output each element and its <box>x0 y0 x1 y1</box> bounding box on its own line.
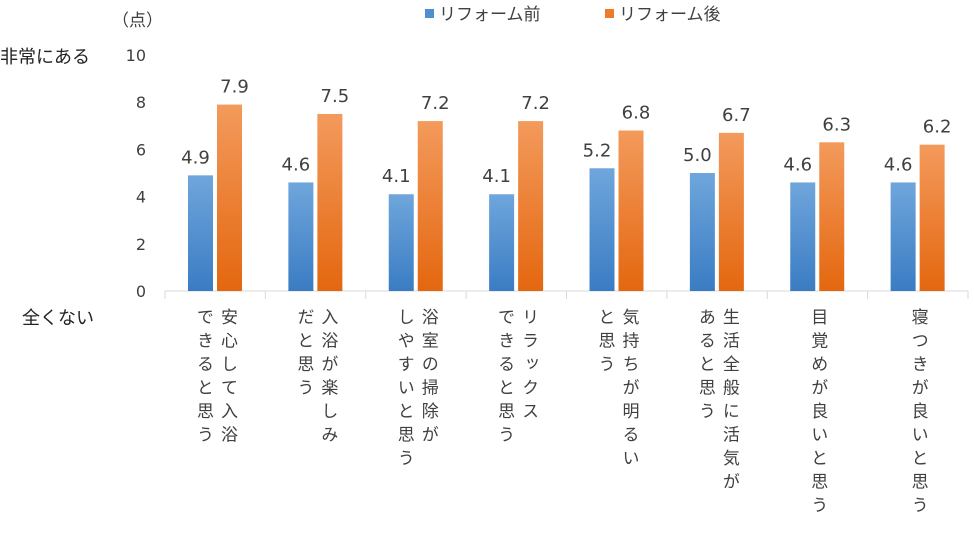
category-label-line: しやすいと思う <box>393 308 414 473</box>
data-label: 6.8 <box>622 103 651 124</box>
data-label: 6.7 <box>722 105 751 126</box>
category-label: リラックス できると思う <box>466 308 566 449</box>
category-label-line: あると思う <box>694 308 715 426</box>
category-label-line: 目覚めが良いと思う <box>807 308 828 520</box>
bar-before <box>388 194 414 291</box>
bar-after <box>819 142 845 291</box>
data-label: 5.2 <box>583 140 612 161</box>
data-label: 7.9 <box>220 77 249 98</box>
category-label-line: だと思う <box>293 308 314 402</box>
y-tick-label: 10 <box>126 46 146 65</box>
y-tick-label: 0 <box>136 282 146 301</box>
category-label-text: 安心して入浴 できると思う <box>191 308 239 449</box>
bar-after <box>919 144 945 291</box>
bar-after <box>518 121 544 291</box>
data-label: 7.2 <box>421 93 450 114</box>
category-label: 浴室の掃除が しやすいと思う <box>366 308 466 473</box>
unit-label: （点） <box>112 11 163 31</box>
y-tick-label: 4 <box>136 188 146 207</box>
category-label: 入浴が楽しみ だと思う <box>265 308 365 449</box>
category-label-line: できると思う <box>494 308 515 449</box>
bar-after <box>718 132 744 291</box>
bar-before <box>890 182 916 291</box>
bar-before <box>790 182 816 291</box>
data-label: 6.2 <box>923 117 952 138</box>
category-label-line: 気持ちが明るい <box>618 308 639 473</box>
bar-before <box>589 168 615 291</box>
category-label-line: 浴室の掃除が <box>417 308 438 449</box>
bar-before <box>689 173 715 291</box>
data-label: 6.3 <box>822 114 851 135</box>
bar-before <box>288 182 314 291</box>
category-label-line: 入浴が楽しみ <box>317 308 338 449</box>
data-label: 7.2 <box>521 93 550 114</box>
data-label: 7.5 <box>321 86 350 107</box>
legend-label: リフォーム前 <box>439 5 541 25</box>
category-label: 寝つきが良いと思う <box>868 308 968 520</box>
category-label: 目覚めが良いと思う <box>767 308 867 520</box>
category-label-text: 生活全般に活気が あると思う <box>693 308 741 496</box>
category-label: 気持ちが明るい と思う <box>567 308 667 473</box>
category-label: 生活全般に活気が あると思う <box>667 308 767 496</box>
category-label-line: 寝つきが良いと思う <box>907 308 928 520</box>
category-label-line: 安心して入浴 <box>217 308 237 449</box>
category-label-line: リラックス <box>518 308 539 426</box>
y-tick-label: 6 <box>136 140 146 159</box>
category-label-text: 目覚めが良いと思う <box>805 308 829 520</box>
bar-after <box>417 121 443 291</box>
data-label: 4.6 <box>884 154 913 175</box>
bar-after <box>317 114 343 291</box>
category-label-text: 入浴が楽しみ だと思う <box>291 308 339 449</box>
category-label-text: 寝つきが良いと思う <box>906 308 930 520</box>
y-tick-label: 2 <box>136 235 146 254</box>
data-label: 4.1 <box>382 166 411 187</box>
bar-before <box>188 175 213 291</box>
y-tick-label: 8 <box>136 93 146 112</box>
category-label-line: できると思う <box>193 308 213 449</box>
category-label-text: 浴室の掃除が しやすいと思う <box>392 308 440 473</box>
category-label-line: 生活全般に活気が <box>718 308 739 496</box>
category-label-text: 気持ちが明るい と思う <box>593 308 641 473</box>
data-label: 4.1 <box>482 166 511 187</box>
category-label: 安心して入浴 できると思う <box>165 308 265 449</box>
data-label: 4.6 <box>282 154 311 175</box>
bar-after <box>217 104 242 291</box>
legend-label: リフォーム後 <box>619 5 721 25</box>
data-label: 4.9 <box>181 147 210 168</box>
category-label-line: と思う <box>594 308 615 379</box>
y-bottom-label: 全くない <box>22 308 94 329</box>
category-label-text: リラックス できると思う <box>492 308 540 449</box>
data-label: 4.6 <box>783 154 812 175</box>
legend-swatch <box>605 9 614 18</box>
data-label: 5.0 <box>683 145 712 166</box>
y-top-label: 非常にある <box>0 47 90 68</box>
bar-before <box>489 194 515 291</box>
bar-after <box>618 130 644 291</box>
legend-swatch <box>425 9 434 18</box>
